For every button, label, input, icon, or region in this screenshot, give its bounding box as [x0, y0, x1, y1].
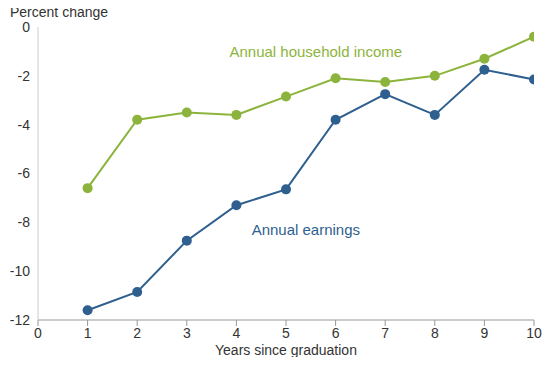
svg-text:1: 1: [84, 325, 92, 341]
svg-text:-12: -12: [10, 312, 30, 328]
svg-text:-10: -10: [10, 263, 30, 279]
svg-text:-6: -6: [18, 165, 31, 181]
svg-text:8: 8: [431, 325, 439, 341]
svg-text:Annual household income: Annual household income: [229, 43, 402, 60]
svg-text:Years since graduation: Years since graduation: [215, 342, 357, 357]
svg-text:7: 7: [381, 325, 389, 341]
svg-text:2: 2: [133, 325, 141, 341]
svg-text:-8: -8: [18, 214, 31, 230]
svg-text:-4: -4: [18, 117, 31, 133]
svg-text:3: 3: [183, 325, 191, 341]
svg-text:0: 0: [34, 325, 42, 341]
svg-text:9: 9: [481, 325, 489, 341]
svg-text:0: 0: [22, 19, 30, 35]
svg-text:Annual earnings: Annual earnings: [252, 221, 360, 238]
svg-text:5: 5: [282, 325, 290, 341]
svg-text:10: 10: [526, 325, 542, 341]
svg-text:4: 4: [233, 325, 241, 341]
svg-text:-2: -2: [18, 68, 31, 84]
html-text:Percent change: Percent change: [10, 4, 109, 20]
svg-text:6: 6: [332, 325, 340, 341]
